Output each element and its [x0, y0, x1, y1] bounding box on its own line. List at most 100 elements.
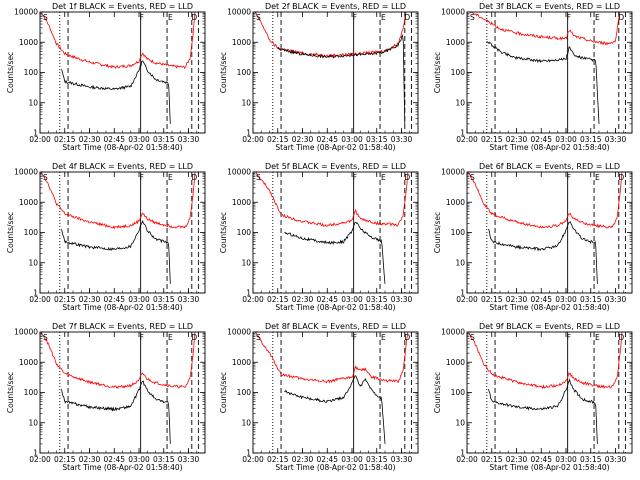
- x-tick-label: 02:15: [481, 135, 503, 144]
- y-axis-label: Counts/sec: [6, 372, 15, 413]
- x-tick-label: 02:00: [242, 295, 264, 304]
- plot-frame: [466, 11, 633, 134]
- y-axis-label: Counts/sec: [219, 372, 228, 413]
- marker-label: E: [168, 173, 173, 182]
- x-tick-label: 03:30: [605, 135, 627, 144]
- marker-label: S: [470, 173, 475, 182]
- plot-frame: [466, 331, 633, 454]
- y-tick-label: 100: [24, 68, 39, 77]
- y-tick-label: 1: [33, 289, 38, 298]
- x-tick-label: 02:45: [103, 295, 125, 304]
- x-tick-label: 02:45: [103, 455, 125, 464]
- x-tick-label: 03:00: [128, 135, 150, 144]
- plot-frame: [39, 331, 206, 454]
- x-tick-label: 03:15: [580, 295, 602, 304]
- y-axis-label: Counts/sec: [6, 52, 15, 93]
- events-series-line: [488, 378, 598, 444]
- y-tick-label: 1: [246, 129, 251, 138]
- x-axis-label: Start Time (08-Apr-02 01:58:40): [62, 463, 182, 472]
- marker-label: S: [470, 13, 475, 22]
- x-tick-label: 03:00: [128, 455, 150, 464]
- y-tick-label: 1000: [446, 38, 465, 47]
- y-tick-label: 1: [460, 289, 465, 298]
- x-tick-label: 03:00: [555, 455, 577, 464]
- x-tick-label: 02:30: [292, 135, 314, 144]
- marker-label: E: [595, 13, 600, 22]
- x-tick-label: 02:45: [316, 455, 338, 464]
- x-tick-label: 02:45: [103, 135, 125, 144]
- y-axis-label: Counts/sec: [433, 52, 442, 93]
- y-tick-label: 10000: [14, 328, 38, 337]
- x-tick-label: 03:00: [128, 295, 150, 304]
- plot-frame: [39, 11, 206, 134]
- y-tick-label: 100: [24, 388, 39, 397]
- x-tick-label: 03:30: [605, 295, 627, 304]
- x-tick-label: 02:00: [456, 135, 478, 144]
- y-tick-label: 1000: [232, 38, 251, 47]
- x-tick-label: 02:00: [242, 135, 264, 144]
- x-axis-label: Start Time (08-Apr-02 01:58:40): [62, 303, 182, 312]
- x-tick-label: 02:15: [267, 295, 289, 304]
- panel-6: Det 6f BLACK = Events, RED = LLD S F E D 1 10 1…: [433, 162, 633, 312]
- panel-2: Det 2f BLACK = Events, RED = LLD S F E D 1 10 1…: [219, 2, 419, 152]
- x-tick-label: 02:15: [267, 135, 289, 144]
- lld-series-line: [40, 172, 196, 230]
- x-tick-label: 02:45: [530, 135, 552, 144]
- lld-series-line: [40, 332, 196, 390]
- events-series-line: [284, 375, 386, 444]
- y-tick-label: 10: [241, 418, 251, 427]
- series-group: [468, 332, 623, 444]
- x-tick-label: 02:30: [506, 455, 528, 464]
- events-series-line: [61, 60, 171, 124]
- series-group: [40, 172, 196, 284]
- marker-label: S: [470, 333, 475, 342]
- x-axis-label: Start Time (08-Apr-02 01:58:40): [275, 143, 395, 152]
- marker-label: S: [43, 13, 48, 22]
- x-tick-label: 03:15: [366, 295, 388, 304]
- lld-series-line: [469, 12, 621, 46]
- y-tick-label: 1000: [446, 198, 465, 207]
- marker-label: F: [567, 13, 571, 22]
- x-tick-label: 02:00: [456, 295, 478, 304]
- y-tick-label: 10: [28, 258, 38, 267]
- x-tick-label: 03:15: [153, 455, 175, 464]
- marker-label: D: [404, 13, 410, 22]
- y-tick-label: 100: [451, 388, 466, 397]
- marker-label: F: [353, 173, 357, 182]
- series-group: [40, 332, 196, 444]
- marker-label: E: [381, 173, 386, 182]
- series-group: [253, 172, 409, 284]
- marker-label: D: [618, 173, 624, 182]
- y-axis-label: Counts/sec: [6, 212, 15, 253]
- x-tick-label: 02:45: [316, 295, 338, 304]
- y-tick-label: 100: [24, 228, 39, 237]
- marker-label: F: [140, 173, 144, 182]
- x-tick-label: 02:30: [292, 455, 314, 464]
- panel-title: Det 5f BLACK = Events, RED = LLD: [265, 162, 406, 171]
- marker-label: D: [191, 333, 197, 342]
- x-tick-label: 03:30: [178, 455, 200, 464]
- y-tick-label: 10000: [227, 168, 251, 177]
- x-tick-label: 03:30: [391, 135, 413, 144]
- y-tick-label: 100: [451, 228, 466, 237]
- events-series-line: [486, 40, 600, 124]
- plot-frame: [466, 171, 633, 294]
- x-tick-label: 02:30: [506, 295, 528, 304]
- plot-frame: [252, 331, 419, 454]
- x-tick-label: 03:30: [605, 455, 627, 464]
- y-tick-label: 1: [33, 129, 38, 138]
- panel-title: Det 4f BLACK = Events, RED = LLD: [52, 162, 193, 171]
- x-tick-label: 02:45: [530, 455, 552, 464]
- x-axis-label: Start Time (08-Apr-02 01:58:40): [62, 143, 182, 152]
- y-axis-label: Counts/sec: [219, 52, 228, 93]
- y-tick-label: 10000: [14, 8, 38, 17]
- marker-label: E: [381, 333, 386, 342]
- marker-label: F: [353, 13, 357, 22]
- x-tick-label: 02:30: [79, 295, 101, 304]
- y-tick-label: 100: [237, 388, 252, 397]
- marker-label: E: [595, 333, 600, 342]
- x-axis-label: Start Time (08-Apr-02 01:58:40): [275, 303, 395, 312]
- x-tick-label: 03:00: [341, 455, 363, 464]
- y-tick-label: 1000: [19, 38, 38, 47]
